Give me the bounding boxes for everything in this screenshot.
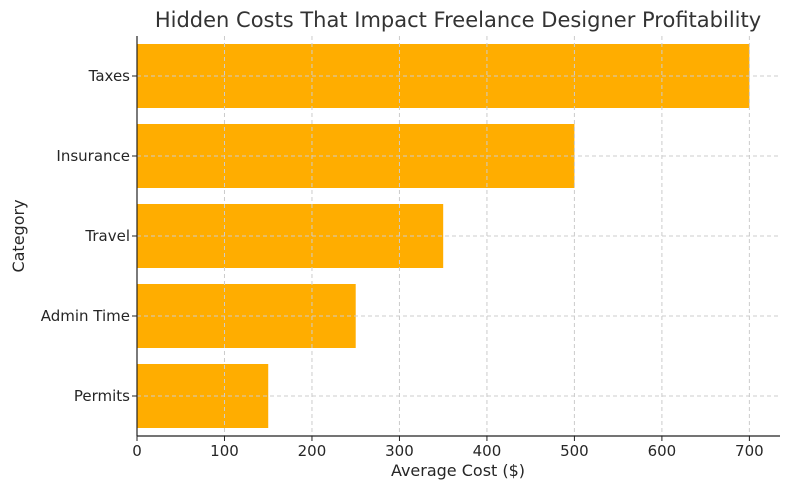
y-tick-label: Insurance [56,147,130,165]
y-tick-label: Travel [84,227,130,245]
x-tick-label: 300 [385,442,414,460]
y-axis-label: Category [9,199,28,272]
bar-taxes [137,44,750,108]
y-tick-label: Admin Time [41,307,130,325]
y-tick-label: Taxes [88,67,131,85]
x-tick-label: 600 [648,442,677,460]
x-tick-label: 100 [210,442,239,460]
x-tick-label: 700 [735,442,764,460]
chart-title: Hidden Costs That Impact Freelance Desig… [155,8,761,32]
x-axis-label: Average Cost ($) [391,461,525,480]
x-tick-label: 400 [473,442,502,460]
x-tick-label: 0 [132,442,142,460]
y-tick-label: Permits [74,387,130,405]
x-tick-label: 500 [560,442,589,460]
x-tick-label: 200 [298,442,327,460]
